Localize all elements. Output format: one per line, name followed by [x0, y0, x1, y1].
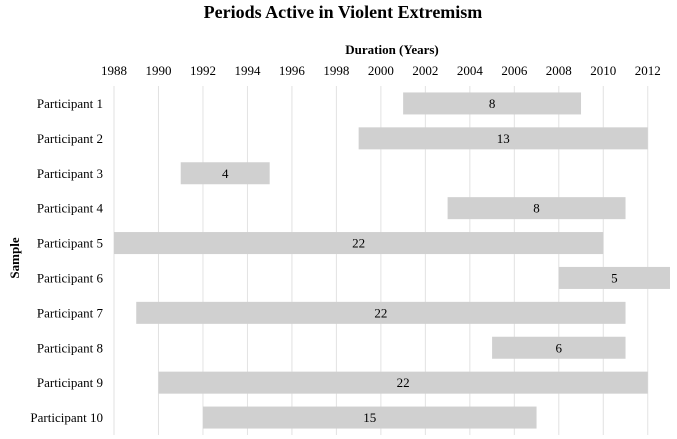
bar	[558, 266, 670, 289]
data-label: 4	[222, 166, 229, 181]
category-label: Participant 1	[37, 96, 103, 111]
category-label: Participant 7	[37, 305, 104, 320]
data-label: 5	[611, 270, 618, 285]
category-label: Participant 8	[37, 340, 103, 355]
data-label: 8	[489, 96, 496, 111]
bar	[358, 127, 648, 150]
category-label: Participant 10	[30, 410, 103, 425]
category-label: Participant 9	[37, 375, 103, 390]
category-label: Participant 6	[37, 270, 104, 285]
data-label: 13	[497, 131, 510, 146]
bar	[447, 197, 626, 220]
x-tick-label: 1996	[279, 63, 306, 78]
bars	[114, 92, 670, 429]
bar	[492, 336, 626, 359]
category-label: Participant 4	[37, 201, 104, 216]
data-labels: 8 13 4 8 22 5 22 6 22 15	[222, 96, 618, 425]
x-tick-label: 2012	[635, 63, 661, 78]
data-label: 8	[533, 201, 540, 216]
x-tick-label: 1992	[190, 63, 216, 78]
bar	[114, 232, 604, 255]
bar	[180, 162, 270, 185]
y-axis-label: Sample	[7, 237, 22, 278]
x-tick-label: 1998	[323, 63, 349, 78]
category-label: Participant 5	[37, 236, 103, 251]
x-tick-label: 2008	[546, 63, 572, 78]
x-tick-label: 2010	[590, 63, 616, 78]
data-label: 15	[363, 410, 376, 425]
bar	[403, 92, 582, 115]
x-tick-label: 2006	[501, 63, 528, 78]
bar	[136, 301, 626, 324]
category-labels: Participant 1 Participant 2 Participant 3 P…	[30, 96, 103, 425]
chart-title: Periods Active in Violent Extremism	[204, 2, 483, 22]
bar	[202, 406, 537, 429]
x-tick-label: 2000	[368, 63, 394, 78]
x-axis-label: Duration (Years)	[345, 42, 439, 57]
data-label: 6	[556, 340, 563, 355]
x-tick-label: 2002	[412, 63, 438, 78]
bar	[158, 371, 648, 394]
x-tick-label: 2004	[457, 63, 484, 78]
data-label: 22	[352, 236, 365, 251]
x-tick-label: 1994	[234, 63, 261, 78]
x-tick-label: 1988	[101, 63, 127, 78]
category-label: Participant 3	[37, 166, 103, 181]
x-tick-labels: 1988 1990 1992 1994 1996 1998 2000 2002 2004 2006…	[101, 63, 661, 78]
x-tick-label: 1990	[145, 63, 171, 78]
category-label: Participant 2	[37, 131, 103, 146]
data-label: 22	[397, 375, 410, 390]
data-label: 22	[374, 305, 387, 320]
